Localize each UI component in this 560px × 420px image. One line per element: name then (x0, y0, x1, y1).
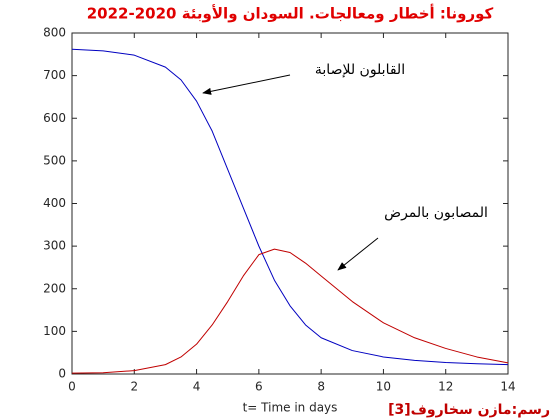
y-tick-label: 200 (43, 281, 66, 295)
x-tick-label: 8 (317, 380, 325, 394)
x-tick-label: 0 (68, 380, 76, 394)
annotation-arrow (202, 74, 291, 95)
y-tick-label: 700 (43, 68, 66, 82)
annotation: القابلون للإصابة (315, 62, 405, 78)
annotation-arrow (337, 237, 379, 271)
line-series (71, 48, 509, 366)
y-tick-label: 100 (43, 324, 66, 338)
y-tick-label: 0 (58, 367, 66, 381)
x-axis-label: t= Time in days (243, 401, 338, 415)
x-tick-label: 4 (193, 380, 201, 394)
y-tick-label: 300 (43, 239, 66, 253)
x-tick-label: 14 (500, 380, 515, 394)
y-tick-label: 400 (43, 196, 66, 210)
y-tick-label: 600 (43, 111, 66, 125)
y-tick-label: 500 (43, 153, 66, 167)
x-tick-label: 2 (130, 380, 138, 394)
x-tick-label: 10 (376, 380, 391, 394)
x-tick-label: 12 (438, 380, 453, 394)
chart-title: كورونا: أخطار ومعالجات. السودان والأوبئة… (87, 4, 494, 23)
plot-area (71, 32, 509, 375)
line-series (71, 248, 509, 374)
y-tick-label: 800 (43, 26, 66, 40)
x-tick-label: 6 (255, 380, 263, 394)
credit: رسم:مازن سخاروف[3] (388, 402, 550, 418)
annotation: المصابون بالمرض (384, 205, 488, 221)
